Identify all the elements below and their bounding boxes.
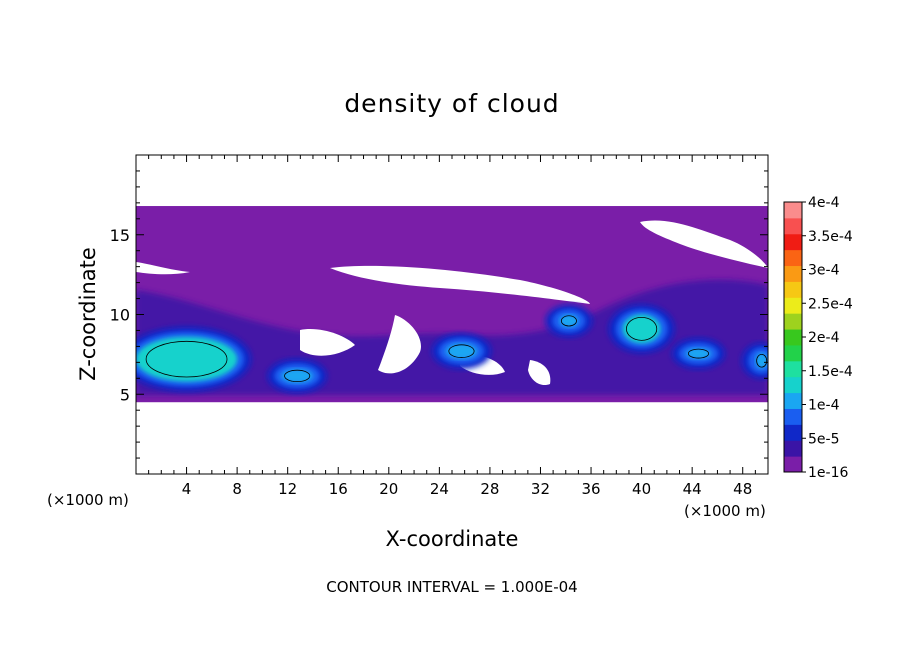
colorbar: 1e-16 5e-5 1e-4 1.5e-4 2e-4 2.5e-4 3e-4 3.5e-4 4… [783,195,853,481]
colorbar-label: 5e-5 [808,431,839,447]
colorbar-swatch [784,408,802,425]
colorbar-swatch [784,233,802,251]
contour-line [756,353,768,368]
density-cell-core [559,314,579,328]
x-axis: 4 8 12 16 20 24 28 32 36 40 44 48 [148,155,756,498]
colorbar-swatch [784,217,802,235]
colorbar-label: 1e-4 [808,398,840,414]
contour-interval-note: CONTOUR INTERVAL = 1.000E-04 [326,578,577,596]
x-tick-label: 36 [581,480,600,498]
clear-air-gap [136,262,190,275]
x-axis-label: X-coordinate [386,527,519,551]
y-tick-label: 5 [120,385,130,404]
x-tick-label: 24 [430,480,449,498]
y-tick-label: 10 [110,306,130,325]
y-axis: 5 10 15 [110,170,768,459]
x-tick-label: 44 [683,480,702,498]
x-tick-label: 20 [379,480,398,498]
colorbar-label: 3.5e-4 [808,229,853,245]
density-cell-core [445,343,478,360]
x-tick-label: 4 [182,480,192,498]
contour-line [284,369,311,383]
y-axis-label: Z-coordinate [76,247,100,381]
colorbar-label: 1e-16 [808,465,848,481]
x-tick-label: 8 [232,480,242,498]
colorbar-swatch [784,392,802,409]
colorbar-swatch [784,313,802,330]
colorbar-swatch [784,249,802,267]
density-cell-core [136,336,238,382]
x-tick-label: 28 [480,480,499,498]
density-cell-core [622,314,661,344]
contour-line [448,344,475,358]
x-unit-left: (×1000 m) [47,491,129,509]
colorbar-label: 1.5e-4 [808,364,853,380]
y-tick-label: 15 [110,226,130,245]
colorbar-label: 4e-4 [808,195,840,211]
colorbar-swatch [784,456,802,473]
cloud-density-field [136,206,768,403]
x-tick-label: 32 [531,480,550,498]
colorbar-swatch [784,424,802,441]
contour-line [145,340,228,378]
colorbar-label: 2e-4 [808,330,840,346]
contour-line [560,315,577,327]
contour-line [687,348,709,359]
x-tick-label: 16 [329,480,348,498]
colorbar-label: 2.5e-4 [808,296,853,312]
colorbar-swatch [784,376,802,394]
chart-title: density of cloud [344,89,559,118]
colorbar-swatch [784,440,802,457]
clear-air-gap [378,315,421,374]
colorbar-swatch [784,265,802,282]
colorbar-swatch [784,202,802,219]
x-unit-right: (×1000 m) [684,502,766,520]
contour-line [626,316,658,341]
density-cell-core [685,347,712,360]
colorbar-swatch [784,360,802,378]
density-cell-core [755,352,768,369]
clear-air-gap [640,220,768,268]
x-tick-label: 12 [278,480,297,498]
density-cell-core [281,368,313,384]
clear-air-gap [330,265,590,304]
colorbar-swatch [784,297,802,314]
colorbar-swatch [784,281,802,298]
x-tick-label: 40 [632,480,651,498]
clear-air-gap [300,329,355,356]
colorbar-label: 3e-4 [808,263,840,279]
clear-air-gap [528,360,551,386]
colorbar-swatch [784,329,802,346]
colorbar-swatch [784,344,802,362]
x-tick-label: 48 [733,480,752,498]
